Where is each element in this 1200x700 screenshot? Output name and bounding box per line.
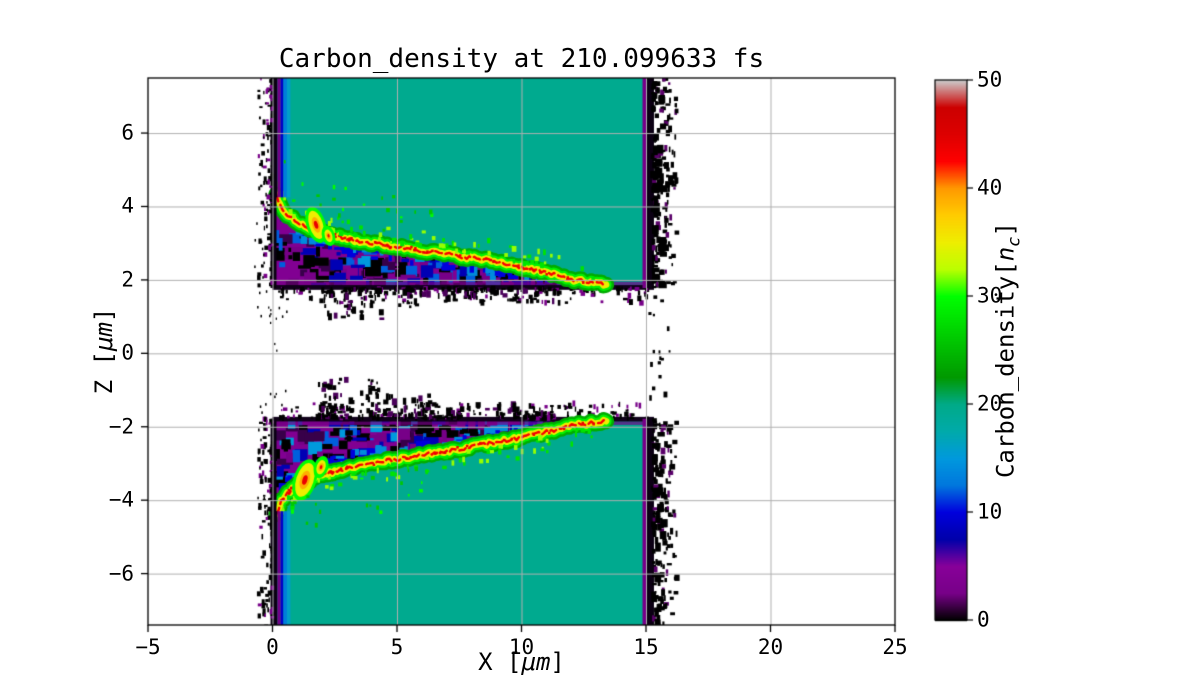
z-axis-label-math: μm <box>90 322 118 351</box>
colorbar-tick-label: 30 <box>977 283 1003 308</box>
y-tick-label: 4 <box>121 193 134 218</box>
z-axis-label-prefix: Z [ <box>90 351 118 395</box>
z-axis-label-suffix: ] <box>90 307 118 323</box>
y-tick-label: −2 <box>108 414 134 439</box>
y-tick-label: −6 <box>108 561 134 586</box>
colorbar-tick-label: 50 <box>977 67 1003 92</box>
y-tick-label: 6 <box>121 120 134 145</box>
x-axis-label-math: μm <box>521 648 551 676</box>
y-tick-label: 2 <box>121 267 134 292</box>
x-axis-label: X [μm] <box>148 648 895 676</box>
x-tick-label: 0 <box>266 635 279 659</box>
colorbar-tick-label: 0 <box>977 607 990 632</box>
x-axis-label-suffix: ] <box>550 648 565 676</box>
colorbar-tick-label: 10 <box>977 499 1003 524</box>
y-tick-label: 0 <box>121 340 134 365</box>
colorbar-label: Carbon_density[nc] <box>992 222 1025 478</box>
x-axis-label-prefix: X [ <box>478 648 522 676</box>
x-tick-label: −5 <box>135 635 161 659</box>
colorbar-label-sub: c <box>1004 236 1025 247</box>
colorbar-tick-label: 40 <box>977 175 1003 200</box>
x-tick-label: 10 <box>508 635 535 659</box>
plot-title: Carbon_density at 210.099633 fs <box>278 44 765 74</box>
x-tick-label: 25 <box>882 635 908 659</box>
z-axis-label: Z [μm] <box>90 308 118 395</box>
colorbar-label-suffix: ] <box>991 221 1020 237</box>
colorbar-tick-label: 20 <box>977 391 1003 416</box>
x-tick-label: 15 <box>633 635 659 659</box>
x-tick-label: 5 <box>390 635 404 659</box>
y-tick-label: −4 <box>108 487 134 512</box>
colorbar-label-math: n <box>991 246 1020 262</box>
x-tick-label: 20 <box>757 635 784 659</box>
